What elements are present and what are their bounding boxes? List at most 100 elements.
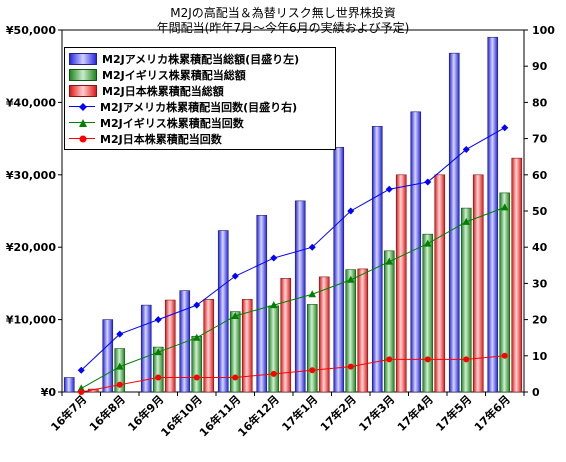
chart-legend: M2Jアメリカ株累積配当総額(目盛り左) M2Jイギリス株累積配当総額 M2J日…	[64, 47, 336, 150]
bar	[268, 305, 280, 393]
right-axis-tick-label: 10	[532, 350, 548, 363]
bar	[191, 335, 203, 393]
line-point	[309, 367, 316, 374]
bar	[241, 299, 253, 393]
bar	[460, 207, 472, 393]
right-axis-tick-label: 80	[532, 96, 548, 109]
legend-item-us-line: M2Jアメリカ株累積配当回数(目盛り右)	[69, 99, 331, 115]
line-point	[424, 178, 432, 186]
x-axis-tick-label: 16年8月	[86, 392, 128, 434]
bar	[434, 174, 446, 393]
bar	[345, 269, 357, 393]
line-point	[347, 363, 354, 370]
legend-item-jp-bar: M2J日本株累積配当総額	[69, 83, 331, 99]
bar	[371, 125, 383, 393]
left-axis-tick-label: ¥10,000	[6, 314, 56, 327]
x-axis-tick-label: 17年6月	[471, 392, 513, 434]
legend-label-us-bar: M2Jアメリカ株累積配当総額(目盛り左)	[102, 53, 300, 66]
left-axis-tick-label: ¥20,000	[6, 241, 56, 254]
right-axis-tick-label: 50	[532, 205, 548, 218]
right-axis-tick-label: 20	[532, 314, 548, 327]
line-point	[462, 145, 470, 153]
line-point	[270, 370, 277, 377]
line-point	[154, 348, 163, 356]
legend-line-us	[69, 102, 95, 112]
line-point	[462, 217, 471, 225]
line-point	[501, 352, 508, 359]
circle-marker-icon	[79, 135, 87, 143]
right-axis-tick-label: 30	[532, 277, 548, 290]
bar	[280, 278, 292, 393]
bar	[63, 377, 75, 393]
x-axis-tick-label: 17年3月	[356, 392, 398, 434]
line-point	[231, 272, 239, 280]
legend-line-jp	[69, 134, 95, 144]
diamond-marker-icon	[79, 103, 87, 111]
bar	[256, 215, 268, 393]
x-axis-tick-label: 17年5月	[433, 392, 475, 434]
series-line	[80, 127, 505, 371]
bar	[217, 230, 229, 393]
line-point	[77, 384, 86, 392]
chart-subtitle: 年間配当(昨年7月～今年6月の実績および予定)	[156, 21, 410, 35]
series-line	[81, 355, 505, 393]
series-line	[81, 206, 505, 389]
bar	[229, 311, 241, 393]
x-axis-tick-label: 17年1月	[279, 392, 321, 434]
legend-label-us-line: M2Jアメリカ株累積配当回数(目盛り右)	[100, 101, 298, 114]
right-axis-tick-label: 40	[532, 241, 548, 254]
line-point	[154, 316, 162, 324]
bar	[306, 304, 318, 393]
bar	[333, 146, 345, 393]
x-axis-tick-label: 17年2月	[317, 392, 359, 434]
legend-item-uk-line: M2Jイギリス株累積配当回数	[69, 115, 331, 131]
line-point	[423, 239, 432, 247]
line-point	[193, 301, 201, 309]
legend-swatch-us	[69, 53, 97, 65]
left-axis-tick-label: ¥30,000	[6, 169, 56, 182]
legend-label-jp-line: M2J日本株累積配当回数	[100, 133, 222, 146]
legend-item-uk-bar: M2Jイギリス株累積配当総額	[69, 67, 331, 83]
bar	[395, 174, 407, 393]
line-point	[424, 356, 431, 363]
legend-label-uk-line: M2Jイギリス株累積配当回数	[100, 117, 244, 130]
chart-title: M2Jの高配当＆為替リスク無し世界株投資	[170, 6, 396, 20]
right-axis-tick-label: 60	[532, 169, 548, 182]
bar	[179, 290, 191, 393]
line-point	[270, 254, 278, 262]
legend-swatch-jp	[69, 85, 97, 97]
line-point	[115, 362, 124, 370]
bar	[499, 192, 511, 393]
bar	[357, 268, 369, 393]
line-point	[192, 333, 201, 341]
bar	[422, 233, 434, 393]
line-point	[500, 203, 509, 211]
line-point	[193, 374, 200, 381]
line-point	[386, 356, 393, 363]
x-axis-tick-label: 16年12月	[235, 392, 282, 439]
line-point	[308, 290, 317, 298]
legend-line-uk	[69, 118, 95, 128]
line-point	[308, 243, 316, 251]
bar	[448, 52, 460, 393]
line-point	[347, 207, 355, 215]
bar	[140, 304, 152, 393]
bar	[383, 250, 395, 393]
x-axis-tick-label: 17年4月	[394, 392, 436, 434]
line-point	[231, 311, 240, 319]
bar	[472, 174, 484, 393]
line-point	[116, 381, 123, 388]
left-axis-tick-label: ¥50,000	[6, 24, 56, 37]
line-point	[385, 185, 393, 193]
line-point	[501, 124, 509, 132]
left-axis-tick-label: ¥40,000	[6, 96, 56, 109]
right-axis-tick-label: 90	[532, 60, 548, 73]
right-axis-tick-label: 100	[532, 24, 555, 37]
line-point	[346, 275, 355, 283]
bar	[152, 346, 164, 393]
bar	[203, 299, 215, 393]
bar	[511, 157, 523, 393]
bar	[410, 111, 422, 393]
left-axis-tick-label: ¥0	[41, 386, 57, 399]
